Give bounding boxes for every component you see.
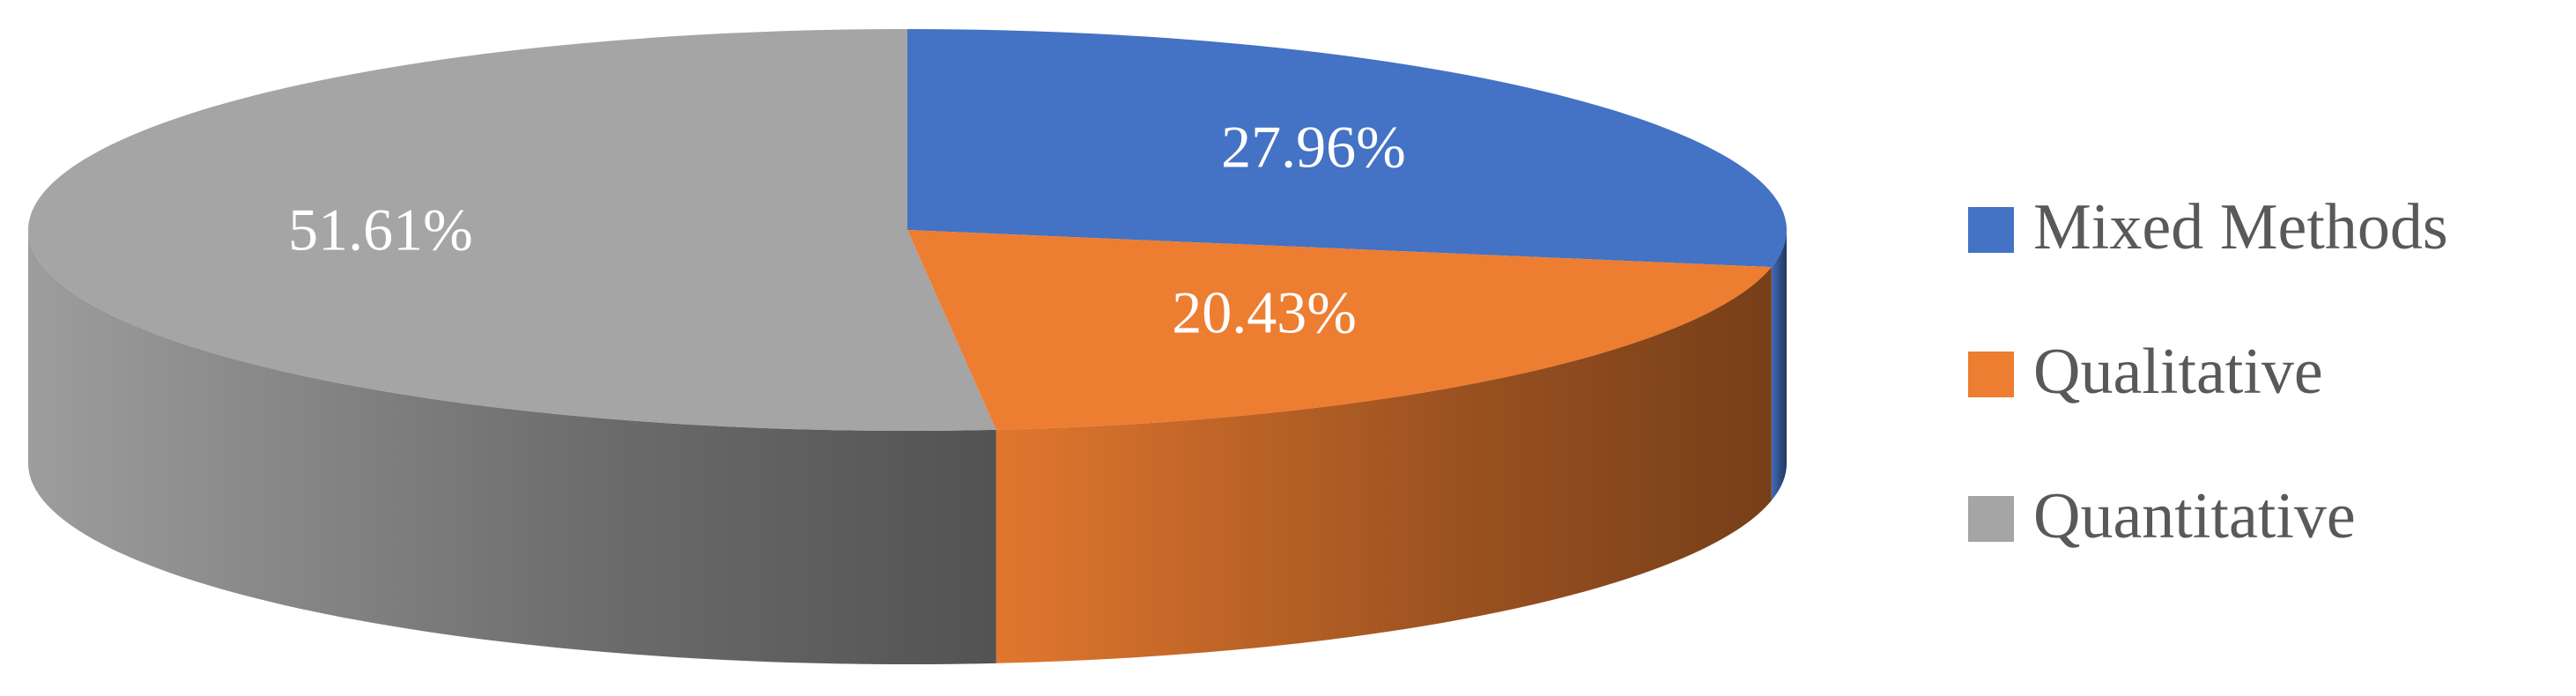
side-shade — [996, 267, 1772, 663]
legend: Mixed Methods Qualitative Quantitative — [1968, 191, 2448, 552]
value-label: 20.43% — [1172, 278, 1357, 345]
legend-swatch — [1968, 496, 2014, 542]
pie-sides — [28, 230, 1787, 664]
legend-swatch — [1968, 207, 2014, 253]
legend-label: Mixed Methods — [2033, 191, 2448, 263]
value-label: 27.96% — [1221, 113, 1406, 180]
legend-swatch — [1968, 352, 2014, 397]
value-labels: 27.96% 20.43% 51.61% — [288, 113, 1406, 345]
value-label: 51.61% — [288, 196, 473, 263]
pie-slice — [907, 230, 1772, 430]
legend-label: Quantitative — [2033, 480, 2356, 552]
legend-label: Qualitative — [2033, 336, 2323, 408]
pie-slice — [907, 29, 1787, 268]
side-shade — [1771, 230, 1787, 501]
side-shade — [28, 230, 996, 664]
pie-tops — [28, 29, 1787, 431]
pie-slice — [28, 29, 996, 431]
